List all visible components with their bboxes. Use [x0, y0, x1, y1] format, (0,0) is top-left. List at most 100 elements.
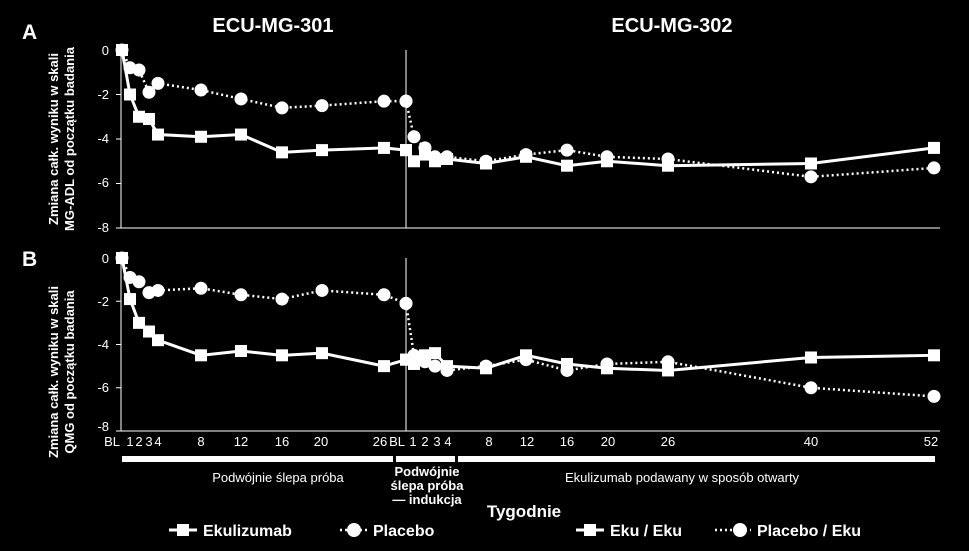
data-point-ekulizumab: [235, 128, 247, 141]
x-tick-label: 3: [145, 434, 152, 449]
phase-label-open-label: Ekulizumab podawany w sposób otwarty: [565, 470, 800, 485]
x-tick-label: 52: [924, 434, 938, 449]
x-tick-label: 16: [560, 434, 574, 449]
data-point-placebo-eku: [399, 94, 413, 108]
x-tick-label: 26: [373, 434, 387, 449]
phase-bar-open-label: [458, 456, 935, 462]
data-point-placebo: [275, 101, 289, 115]
data-point-ekulizumab: [276, 146, 288, 159]
x-tick-label: 2: [135, 434, 142, 449]
data-point-placebo-eku: [804, 381, 818, 395]
data-point-ekulizumab: [133, 316, 145, 329]
legend-marker-placebo: [347, 523, 361, 537]
legend-marker-eku-eku: [584, 524, 596, 536]
data-point-ekulizumab: [235, 344, 247, 357]
y-ticks-a: 0 -2 -4 -6 -8: [97, 43, 109, 235]
data-point-ekulizumab: [124, 88, 136, 101]
data-point-ekulizumab: [195, 349, 207, 362]
y-axis-title-a-line2: MG-ADL od początku badania: [62, 46, 77, 231]
x-tick-label: 8: [197, 434, 204, 449]
y-ticks-b: 0 -2 -4 -6 -8: [97, 251, 109, 434]
phase-label-induction-3: — indukcja: [392, 492, 462, 507]
y-tick-label: -6: [97, 380, 109, 395]
data-point-eku-eku: [805, 351, 817, 364]
data-point-placebo: [132, 63, 146, 77]
x-tick-label: 3: [433, 434, 440, 449]
panel-label-b: B: [22, 248, 37, 271]
data-point-eku-eku: [561, 159, 573, 172]
data-point-ekulizumab: [152, 334, 164, 347]
data-point-placebo-eku: [560, 363, 574, 377]
data-point-placebo-eku: [519, 353, 533, 367]
x-tick-label: 20: [314, 434, 328, 449]
legend-marker-ekulizumab: [177, 524, 189, 536]
data-point-placebo-eku: [661, 355, 675, 369]
data-point-placebo-eku: [927, 161, 941, 175]
legend-label-placebo: Placebo: [373, 523, 435, 540]
data-point-eku-eku: [429, 347, 441, 360]
data-point-placebo: [194, 281, 208, 295]
x-tick-label: 4: [444, 434, 451, 449]
x-tick-label: 20: [601, 434, 615, 449]
data-point-ekulizumab: [143, 112, 155, 125]
data-point-placebo: [151, 283, 165, 297]
y-tick-label: -4: [97, 131, 109, 146]
data-point-ekulizumab: [378, 360, 390, 373]
x-tick-label: 12: [520, 434, 534, 449]
x-tick-label: BL: [389, 434, 405, 449]
data-point-placebo: [377, 288, 391, 302]
data-point-ekulizumab: [316, 347, 328, 360]
phase-bar-double-blind: [122, 456, 393, 462]
data-point-placebo-eku: [600, 357, 614, 371]
y-tick-label: -2: [97, 294, 109, 309]
legend-label-ekulizumab: Ekulizumab: [203, 523, 292, 540]
data-point-placebo-eku: [479, 359, 493, 373]
legend-label-eku-eku: Eku / Eku: [610, 523, 682, 540]
y-tick-label: -8: [97, 419, 109, 434]
data-point-placebo: [132, 275, 146, 289]
data-point-placebo: [234, 92, 248, 106]
x-tick-label: 12: [234, 434, 248, 449]
y-tick-label: -6: [97, 175, 109, 190]
data-point-placebo-eku: [440, 363, 454, 377]
x-tick-label: 1: [126, 434, 133, 449]
phase-bar-induction: [396, 456, 455, 462]
data-point-ekulizumab: [316, 144, 328, 157]
legend-label-placebo-eku: Placebo / Eku: [757, 523, 861, 540]
data-point-ekulizumab: [276, 349, 288, 362]
data-point-ekulizumab: [195, 130, 207, 143]
data-point-placebo: [151, 76, 165, 90]
study-title-302: ECU-MG-302: [611, 15, 732, 37]
y-axis-title-b-line1: Zmiana całk. wyniku w skali: [46, 286, 61, 458]
x-tick-label: 26: [661, 434, 675, 449]
data-point-placebo-eku: [418, 141, 432, 155]
data-point-placebo-eku: [407, 348, 421, 362]
x-tick-label: BL: [104, 434, 120, 449]
phase-label-double-blind: Podwójnie ślepa próba: [212, 470, 344, 485]
legend: Ekulizumab Placebo Eku / Eku Placebo / E…: [169, 523, 861, 540]
data-point-placebo: [377, 94, 391, 108]
series-line-placebo-eku: [404, 303, 935, 398]
legend-marker-placebo-eku: [733, 523, 747, 537]
data-point-placebo-eku: [428, 359, 442, 373]
x-tick-label: 2: [421, 434, 428, 449]
data-point-placebo: [315, 283, 329, 297]
data-point-eku-eku: [400, 144, 412, 157]
x-tick-labels: BL 1 2 3 4 8 12 16 20 26 BL 1 2 3 4 8 12…: [104, 434, 938, 449]
phase-label-induction-2: ślepa próba: [391, 478, 465, 493]
x-tick-label: 8: [485, 434, 492, 449]
panel-label-a: A: [22, 21, 37, 44]
data-point-ekulizumab: [124, 293, 136, 306]
data-point-eku-eku: [408, 155, 420, 168]
series-line-placebo: [120, 257, 407, 305]
data-point-placebo-eku: [804, 170, 818, 184]
data-point-eku-eku: [805, 157, 817, 170]
data-point-eku-eku: [928, 349, 940, 362]
phase-label-induction-1: Podwójnie: [395, 464, 460, 479]
y-tick-label: -2: [97, 87, 109, 102]
data-point-ekulizumab: [133, 110, 145, 123]
y-tick-label: -8: [97, 220, 109, 235]
y-axis-title-b-line2: QMG od początku badania: [62, 290, 77, 454]
y-tick-label: -4: [97, 337, 109, 352]
